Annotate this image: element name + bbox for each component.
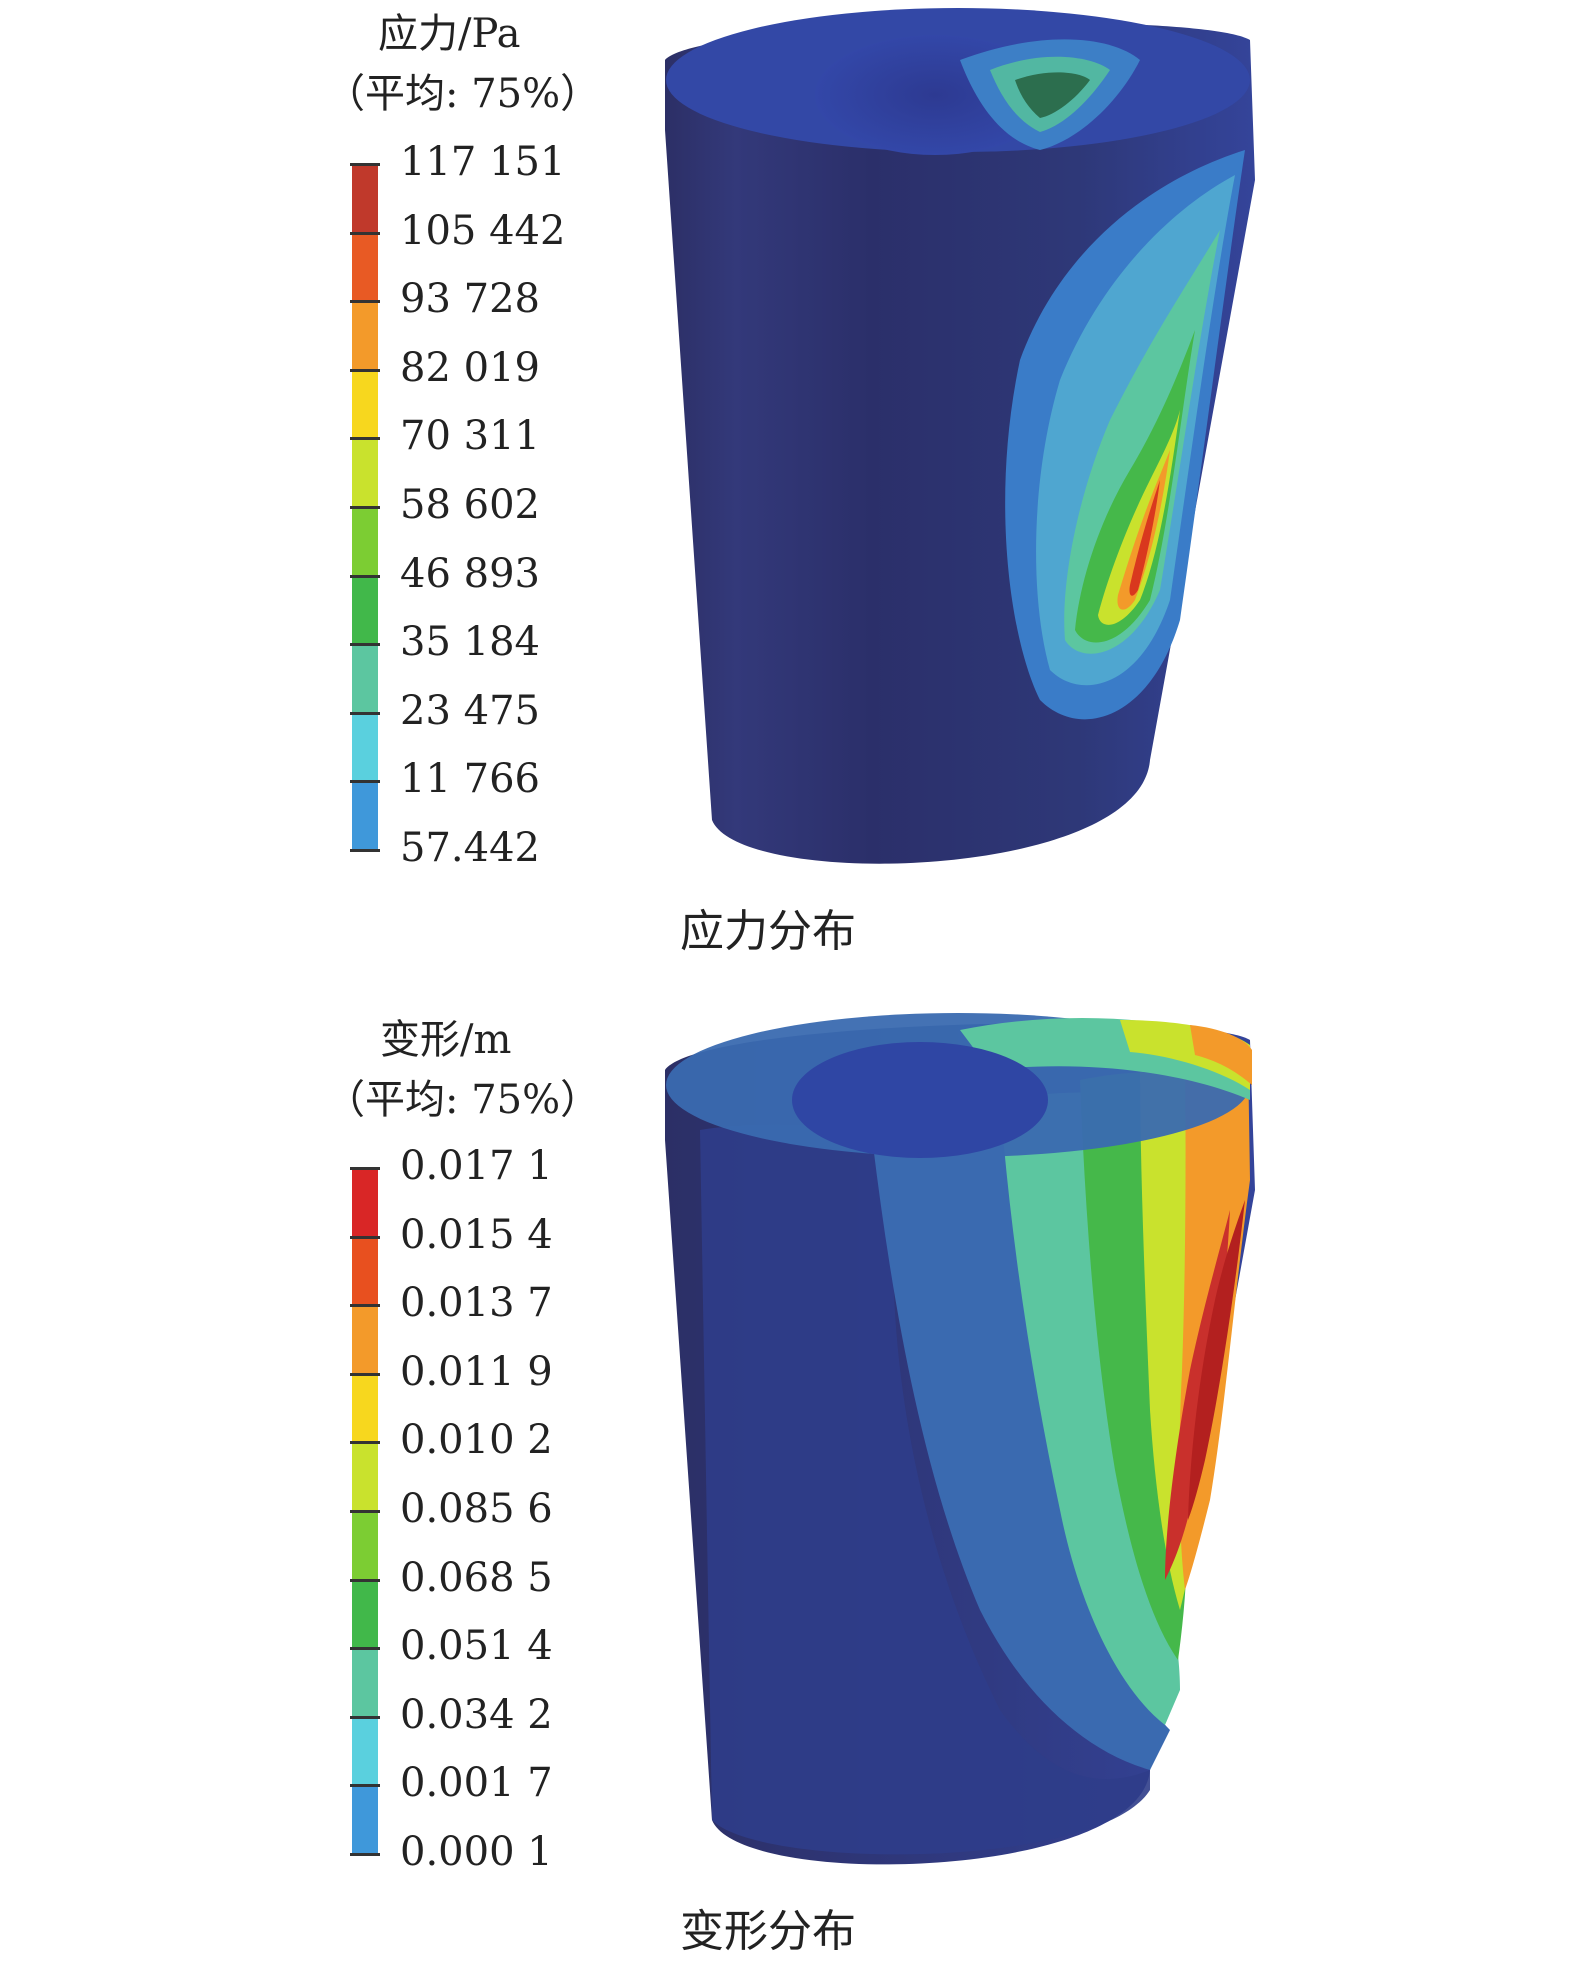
stress-colorbar-tick xyxy=(350,643,380,647)
stress-tick-label: 57.442 xyxy=(400,825,540,871)
stress-colorbar-tick xyxy=(350,300,380,304)
stress-zone-red xyxy=(1129,480,1160,596)
deformation-colorbar-segment xyxy=(352,1236,378,1306)
deformation-colorbar-tick xyxy=(350,1441,380,1445)
deformation-legend-title: 变形/m xyxy=(380,1017,512,1063)
deformation-colorbar-segment xyxy=(352,1648,378,1717)
deformation-tick-label: 0.011 9 xyxy=(400,1348,553,1395)
deformation-tick-label: 0.000 1 xyxy=(400,1829,553,1875)
stress-colorbar xyxy=(350,163,380,852)
deformation-colorbar-segment xyxy=(352,1511,378,1580)
deformation-colorbar-tick xyxy=(350,1578,380,1582)
deformation-colorbar-segment xyxy=(352,1305,378,1374)
stress-tick-label: 35 184 xyxy=(400,619,540,666)
stress-tick-label: 117 151 xyxy=(400,139,566,185)
stress-tick-label: 105 442 xyxy=(400,207,566,254)
stress-caption: 应力分布 xyxy=(680,906,856,957)
deformation-model-render xyxy=(665,1013,1255,1865)
deformation-colorbar-tick xyxy=(350,1510,380,1513)
deformation-colorbar-segment xyxy=(352,1785,378,1854)
stress-colorbar-tick xyxy=(350,231,380,235)
deformation-tick-label: 0.001 7 xyxy=(400,1760,553,1807)
stress-panel: 应力/Pa （平均: 75%） 117 151 105 442 93 728 82 0… xyxy=(0,0,1575,980)
stress-tick-label: 11 766 xyxy=(400,756,540,803)
deform-band-red xyxy=(1165,1210,1230,1580)
deformation-colorbar-tick xyxy=(350,1715,380,1719)
stress-colorbar-tick xyxy=(350,437,380,441)
stress-colorbar-segment xyxy=(352,369,378,439)
deformation-colorbar xyxy=(350,1167,380,1856)
deform-band-1 xyxy=(700,1124,1150,1855)
stress-colorbar-segment xyxy=(352,232,378,302)
deformation-tick-label: 0.015 4 xyxy=(400,1211,553,1258)
stress-colorbar-segment xyxy=(352,575,378,645)
deformation-tick-label: 0.017 1 xyxy=(400,1143,553,1189)
deformation-top-hole xyxy=(792,1042,1048,1158)
deformation-tick-label: 0.051 4 xyxy=(400,1623,553,1670)
stress-colorbar-segment xyxy=(352,644,378,713)
stress-model-render xyxy=(665,8,1255,864)
stress-colorbar-segment xyxy=(352,438,378,507)
stress-colorbar-tick xyxy=(350,849,380,852)
stress-tick-label: 82 019 xyxy=(400,344,540,391)
deformation-colorbar-tick xyxy=(350,1304,380,1308)
deformation-tick-label: 0.085 6 xyxy=(400,1486,553,1532)
deformation-colorbar-segment xyxy=(352,1373,378,1443)
deformation-colorbar-segment xyxy=(352,1579,378,1649)
stress-colorbar-segment xyxy=(352,301,378,370)
deformation-colorbar-tick xyxy=(350,1784,380,1788)
stress-tick-label: 23 475 xyxy=(400,687,540,734)
deformation-tick-label: 0.068 5 xyxy=(400,1554,553,1601)
stress-colorbar-tick xyxy=(350,163,380,166)
deformation-caption: 变形分布 xyxy=(680,1906,856,1957)
deformation-colorbar-tick xyxy=(350,1647,380,1651)
deformation-tick-label: 0.013 7 xyxy=(400,1280,553,1327)
deformation-tick-label: 0.010 2 xyxy=(400,1417,553,1464)
stress-colorbar-tick xyxy=(350,368,380,372)
deformation-colorbar-tick xyxy=(350,1372,380,1376)
deformation-colorbar-segment xyxy=(352,1168,378,1237)
stress-colorbar-segment xyxy=(352,164,378,233)
stress-tick-label: 93 728 xyxy=(400,276,540,323)
stress-tick-label: 46 893 xyxy=(400,550,540,597)
deformation-tick-label: 0.034 2 xyxy=(400,1691,553,1738)
deformation-colorbar-segment xyxy=(352,1716,378,1786)
deformation-colorbar-tick xyxy=(350,1853,380,1856)
stress-zone-green xyxy=(1075,330,1195,643)
deformation-colorbar-tick xyxy=(350,1167,380,1170)
deformation-colorbar-tick xyxy=(350,1235,380,1239)
deformation-panel: 变形/m （平均: 75%） 0.017 1 0.015 4 0.013 7 0.01… xyxy=(0,990,1575,1978)
deform-band-3 xyxy=(1000,1092,1180,1725)
stress-legend-subtitle: （平均: 75%） xyxy=(325,71,601,117)
stress-legend-title: 应力/Pa xyxy=(378,11,521,57)
deformation-colorbar-segment xyxy=(352,1442,378,1511)
stress-colorbar-tick xyxy=(350,780,380,784)
stress-colorbar-segment xyxy=(352,712,378,782)
deformation-legend-subtitle: （平均: 75%） xyxy=(325,1077,601,1123)
stress-colorbar-segment xyxy=(352,781,378,850)
stress-tick-label: 70 311 xyxy=(400,413,540,460)
stress-colorbar-tick xyxy=(350,711,380,715)
stress-colorbar-tick xyxy=(350,574,380,578)
stress-colorbar-tick xyxy=(350,506,380,509)
stress-tick-label: 58 602 xyxy=(400,482,540,528)
stress-colorbar-segment xyxy=(352,507,378,576)
stress-zone-yellow xyxy=(1098,410,1180,625)
